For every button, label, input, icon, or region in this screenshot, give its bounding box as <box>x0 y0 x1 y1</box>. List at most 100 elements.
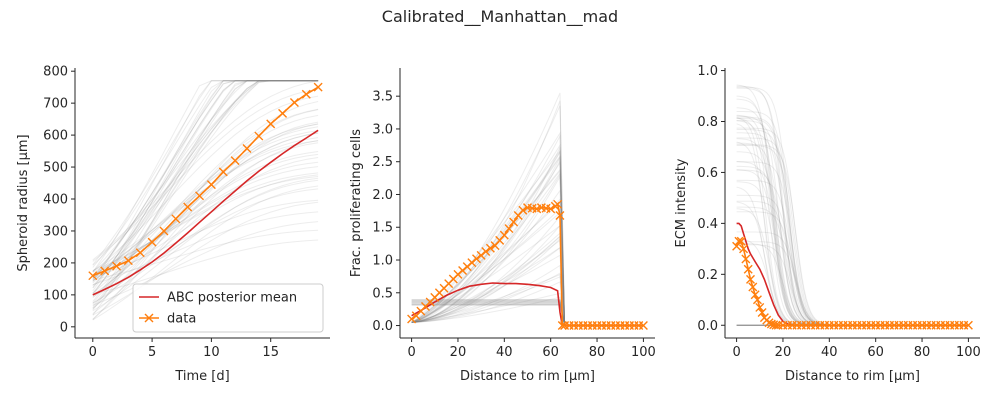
panel-ecm-x-tick-label: 80 <box>914 345 931 360</box>
panel-radius-data-point <box>301 89 311 99</box>
panel-radius-data-point <box>242 144 252 154</box>
panel-prolif-data-point <box>546 204 556 214</box>
panel-prolif-y-tick-label: 3.0 <box>372 122 393 137</box>
panel-ecm-posterior-sample-line <box>736 211 969 326</box>
panel-prolif-data-point <box>504 224 514 234</box>
panel-radius-posterior-sample-line <box>92 151 319 282</box>
panel-radius-legend-box <box>132 283 324 333</box>
panel-ecm-y-tick-label: 1.0 <box>697 64 718 79</box>
panel-radius-posterior-sample-line <box>92 132 319 296</box>
panel-ecm-y-axis-label: ECM intensity <box>674 158 689 247</box>
panel-radius-posterior-sample-line <box>92 80 319 261</box>
panel-radius-posterior-sample-line <box>92 221 319 306</box>
panel-ecm-y-tick-label: 0.0 <box>697 319 718 334</box>
panel-radius-posterior-sample-line <box>92 123 319 320</box>
panel-radius-posterior-sample-line <box>92 80 319 280</box>
panel-radius-posterior-sample-line <box>92 201 319 316</box>
panel-radius-data-point <box>254 131 264 141</box>
panel-radius-posterior-sample-line <box>92 88 319 262</box>
panel-radius-posterior-sample-line <box>92 126 319 282</box>
panel-radius-posterior-sample-line <box>92 142 319 298</box>
panel-ecm-y-tick-label: 0.6 <box>697 166 718 181</box>
panel-radius-posterior-sample-line <box>92 95 319 273</box>
panel-radius-posterior-sample-line <box>92 80 319 295</box>
panel-radius-posterior-sample-line <box>92 140 319 272</box>
panel-radius-posterior-sample-line <box>92 176 319 272</box>
panel-ecm-data-point <box>739 244 749 254</box>
panel-radius-x-axis-label: Time [d] <box>174 369 229 384</box>
panel-radius-posterior-sample-line <box>92 177 319 312</box>
panel-radius-data-point <box>313 82 323 92</box>
panel-radius-posterior-sample-line <box>92 174 319 286</box>
panel-ecm-data-point <box>750 290 760 300</box>
panel-radius-posterior-sample-line <box>92 188 319 296</box>
panel-radius-data-point <box>171 214 181 224</box>
panel-ecm-posterior-sample-line <box>736 241 969 326</box>
panel-radius-y-tick-label: 300 <box>43 224 68 239</box>
panel-radius-y-tick-label: 600 <box>43 129 68 144</box>
panel-ecm-y-tick-label: 0.2 <box>697 268 718 283</box>
panel-prolif-data-point <box>472 254 481 264</box>
panel-prolif-y-axis-label: Frac. proliferating cells <box>349 129 364 277</box>
panel-ecm-data-point <box>752 295 762 305</box>
panel-prolif-y-tick-label: 3.5 <box>372 90 393 105</box>
panel-ecm-x-tick-label: 60 <box>867 345 884 360</box>
panel-ecm-x-axis-label: Distance to rim [μm] <box>785 369 920 384</box>
panel-radius-y-tick-label: 400 <box>43 193 68 208</box>
panel-radius-posterior-sample-line <box>92 80 319 278</box>
panel-radius-posterior-sample-line <box>92 80 319 284</box>
panel-prolif-y-tick-label: 1.5 <box>372 221 393 236</box>
panel-radius-posterior-sample-line <box>92 137 319 276</box>
panel-radius-posterior-sample-line <box>92 80 319 268</box>
panel-ecm-data-point <box>963 320 973 330</box>
panel-radius-posterior-sample-line <box>92 80 319 311</box>
panel-radius-data-point <box>230 156 240 166</box>
panel-prolif-data-point <box>485 243 495 253</box>
panel-ecm-data-point <box>755 302 765 312</box>
panel-prolif-x-tick-label: 80 <box>589 345 606 360</box>
panel-prolif-y-tick-label: 1.0 <box>372 254 393 269</box>
panel-prolif-x-tick-label: 20 <box>450 345 467 360</box>
panel-ecm-intensity: 0 20 40 60 80 100 0.0 0.2 0.4 0.6 0.8 1.0 Distance t… <box>674 64 981 384</box>
panel-ecm-data-point <box>764 318 774 328</box>
panel-prolif-posterior-sample-line <box>411 198 644 326</box>
panel-radius-y-tick-label: 100 <box>43 288 68 303</box>
panel-prolif-data-point <box>638 321 648 331</box>
panel-radius-posterior-sample-line <box>92 166 319 276</box>
panel-ecm-y-tick-label: 0.4 <box>697 217 718 232</box>
panel-radius-y-axis-label: Spheroid radius [μm] <box>16 134 31 271</box>
panel-ecm-x-tick-label: 100 <box>956 345 981 360</box>
panel-radius-data-point <box>266 119 276 129</box>
panel-radius-x-tick-label: 5 <box>148 345 156 360</box>
panel-radius-posterior-sample-line <box>92 132 319 296</box>
panel-prolif-data-point <box>518 205 528 215</box>
panel-radius-posterior-sample-line <box>92 140 319 315</box>
panel-radius-posterior-sample-line <box>92 80 319 307</box>
panel-radius-data-point <box>278 108 288 118</box>
panel-prolif-data-point <box>509 217 519 227</box>
panel-ecm-x-tick-label: 40 <box>821 345 838 360</box>
panel-radius-posterior-sample-line <box>92 172 319 273</box>
panel-prolif-data-point <box>557 321 567 331</box>
panel-radius-legend-label: ABC posterior mean <box>167 291 297 306</box>
panel-radius-data-point <box>195 191 205 201</box>
panel-radius-x-tick-label: 0 <box>89 345 97 360</box>
panel-prolif-y-tick-label: 0.0 <box>372 319 393 334</box>
panel-ecm-data-point <box>741 254 751 264</box>
panel-prolif-y-tick-label: 2.5 <box>372 155 393 170</box>
panel-prolif-data-point <box>407 314 417 324</box>
panel-frac-proliferating: 0 20 40 60 80 100 0.0 0.5 1.0 1.5 2.0 2.5 3.0 3.5 Dist… <box>349 68 656 384</box>
panel-radius-posterior-sample-line <box>92 80 319 283</box>
figure-suptitle: Calibrated__Manhattan__mad <box>382 7 618 27</box>
panel-radius-posterior-sample-line <box>92 239 319 295</box>
panel-radius-posterior-sample-line <box>92 123 319 279</box>
panel-radius-posterior-sample-line <box>92 153 319 281</box>
panel-radius-data-point <box>88 271 98 281</box>
panel-radius-data-point <box>100 266 110 276</box>
panel-radius-x-tick-label: 15 <box>262 345 279 360</box>
panel-radius-posterior-sample-line <box>92 80 319 278</box>
panel-prolif-data-point <box>555 210 565 220</box>
panel-radius-posterior-sample-line <box>92 80 319 294</box>
panel-radius-posterior-sample-line <box>92 80 319 266</box>
panel-radius-posterior-sample-line <box>92 80 319 272</box>
